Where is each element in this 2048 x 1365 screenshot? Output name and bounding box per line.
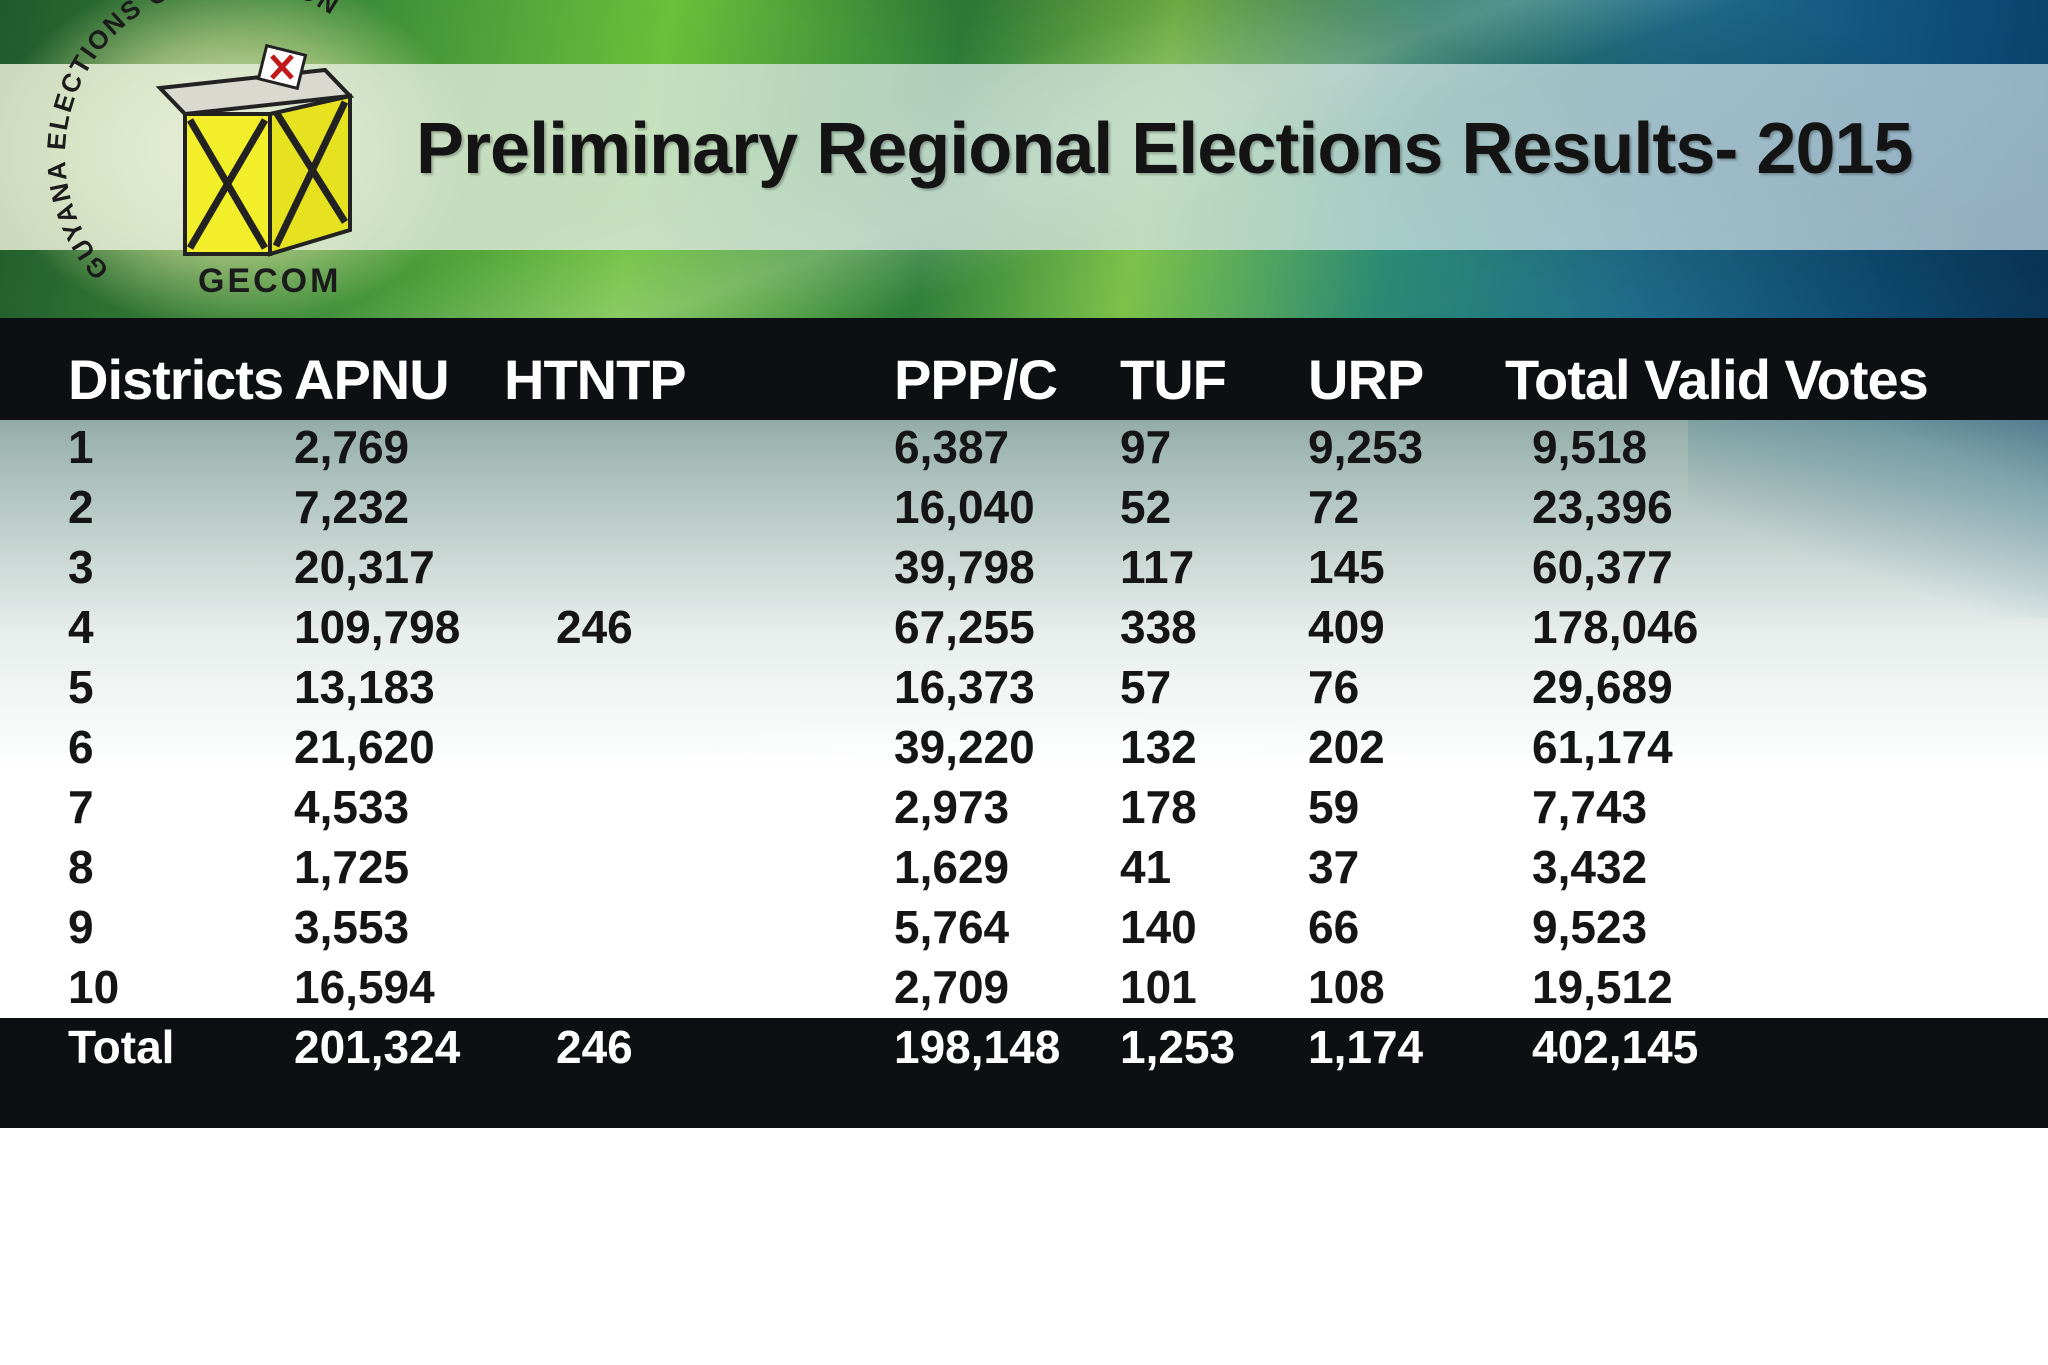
col-header-tuf: TUF — [1120, 348, 1227, 411]
table-cell: 37 — [1308, 841, 1360, 893]
table-cell: 2 — [68, 481, 94, 533]
table-cell: 7,232 — [294, 481, 410, 533]
table-cell: 39,798 — [894, 541, 1035, 593]
total-apnu: 201,324 — [294, 1021, 461, 1073]
table-cell: 409 — [1308, 601, 1385, 653]
table-cell: 4 — [68, 601, 94, 653]
table-cell: 29,689 — [1532, 661, 1673, 713]
table-cell: 7,743 — [1532, 781, 1648, 833]
table-cell: 41 — [1120, 841, 1172, 893]
table-header-bar — [0, 318, 2048, 420]
table-cell: 57 — [1120, 661, 1172, 713]
table-cell: 3,432 — [1532, 841, 1648, 893]
gecom-logo: GUYANA ELECTIONS COMMISSION GECOM — [40, 0, 390, 310]
table-cell: 3 — [68, 541, 94, 593]
table-cell: 16,373 — [894, 661, 1035, 713]
table-cell: 178 — [1120, 781, 1197, 833]
table-cell: 140 — [1120, 901, 1197, 953]
table-cell: 2,973 — [894, 781, 1010, 833]
col-header-total-valid-votes: Total Valid Votes — [1505, 348, 1929, 411]
col-header-pppc: PPP/C — [894, 348, 1058, 411]
col-header-districts: Districts — [68, 348, 284, 411]
table-cell: 66 — [1308, 901, 1360, 953]
table-cell: 7 — [68, 781, 94, 833]
total-valid-votes: 402,145 — [1532, 1021, 1699, 1073]
table-cell: 19,512 — [1532, 961, 1673, 1013]
total-urp: 1,174 — [1308, 1021, 1424, 1073]
table-cell: 97 — [1120, 421, 1172, 473]
total-pppc: 198,148 — [894, 1021, 1061, 1073]
table-cell: 117 — [1120, 541, 1195, 593]
col-header-htntp: HTNTP — [504, 348, 687, 411]
table-cell: 4,533 — [294, 781, 410, 833]
table-cell: 13,183 — [294, 661, 435, 713]
table-cell: 5,764 — [894, 901, 1010, 953]
col-header-urp: URP — [1308, 348, 1424, 411]
table-cell: 8 — [68, 841, 94, 893]
table-cell: 9,253 — [1308, 421, 1424, 473]
table-cell: 101 — [1120, 961, 1197, 1013]
table-cell: 6 — [68, 721, 94, 773]
table-cell: 10 — [68, 961, 120, 1013]
logo-acronym: GECOM — [198, 262, 341, 300]
table-cell: 9 — [68, 901, 94, 953]
table-cell: 1 — [68, 421, 94, 473]
table-cell: 60,377 — [1532, 541, 1673, 593]
table-cell: 16,594 — [294, 961, 435, 1013]
table-cell: 2,709 — [894, 961, 1010, 1013]
table-cell: 132 — [1120, 721, 1197, 773]
table-cell: 2,769 — [294, 421, 410, 473]
table-cell: 338 — [1120, 601, 1197, 653]
total-label: Total — [68, 1021, 175, 1073]
table-cell: 109,798 — [294, 601, 461, 653]
table-cell: 23,396 — [1532, 481, 1673, 533]
col-header-apnu: APNU — [294, 348, 450, 411]
table-cell: 108 — [1308, 961, 1385, 1013]
table-cell: 9,523 — [1532, 901, 1648, 953]
table-cell: 52 — [1120, 481, 1172, 533]
table-cell: 1,629 — [894, 841, 1010, 893]
table-cell: 72 — [1308, 481, 1360, 533]
table-cell: 178,046 — [1532, 601, 1699, 653]
table-cell: 59 — [1308, 781, 1360, 833]
table-total-bar — [0, 1018, 2048, 1128]
table-cell: 16,040 — [894, 481, 1035, 533]
table-cell: 145 — [1308, 541, 1385, 593]
table-cell: 1,725 — [294, 841, 410, 893]
table-cell: 67,255 — [894, 601, 1035, 653]
total-htntp: 246 — [556, 1021, 633, 1073]
table-cell: 3,553 — [294, 901, 410, 953]
table-cell: 9,518 — [1532, 421, 1648, 473]
page-title: Preliminary Regional Elections Results- … — [416, 109, 1914, 189]
table-cell: 21,620 — [294, 721, 435, 773]
total-tuf: 1,253 — [1120, 1021, 1236, 1073]
table-cell: 39,220 — [894, 721, 1035, 773]
table-cell: 20,317 — [294, 541, 435, 593]
table-cell: 6,387 — [894, 421, 1010, 473]
ballot-box-icon — [155, 43, 355, 257]
table-cell: 61,174 — [1532, 721, 1673, 773]
table-cell: 202 — [1308, 721, 1385, 773]
table-cell: 5 — [68, 661, 94, 713]
table-cell: 76 — [1308, 661, 1360, 713]
table-cell: 246 — [556, 601, 633, 653]
